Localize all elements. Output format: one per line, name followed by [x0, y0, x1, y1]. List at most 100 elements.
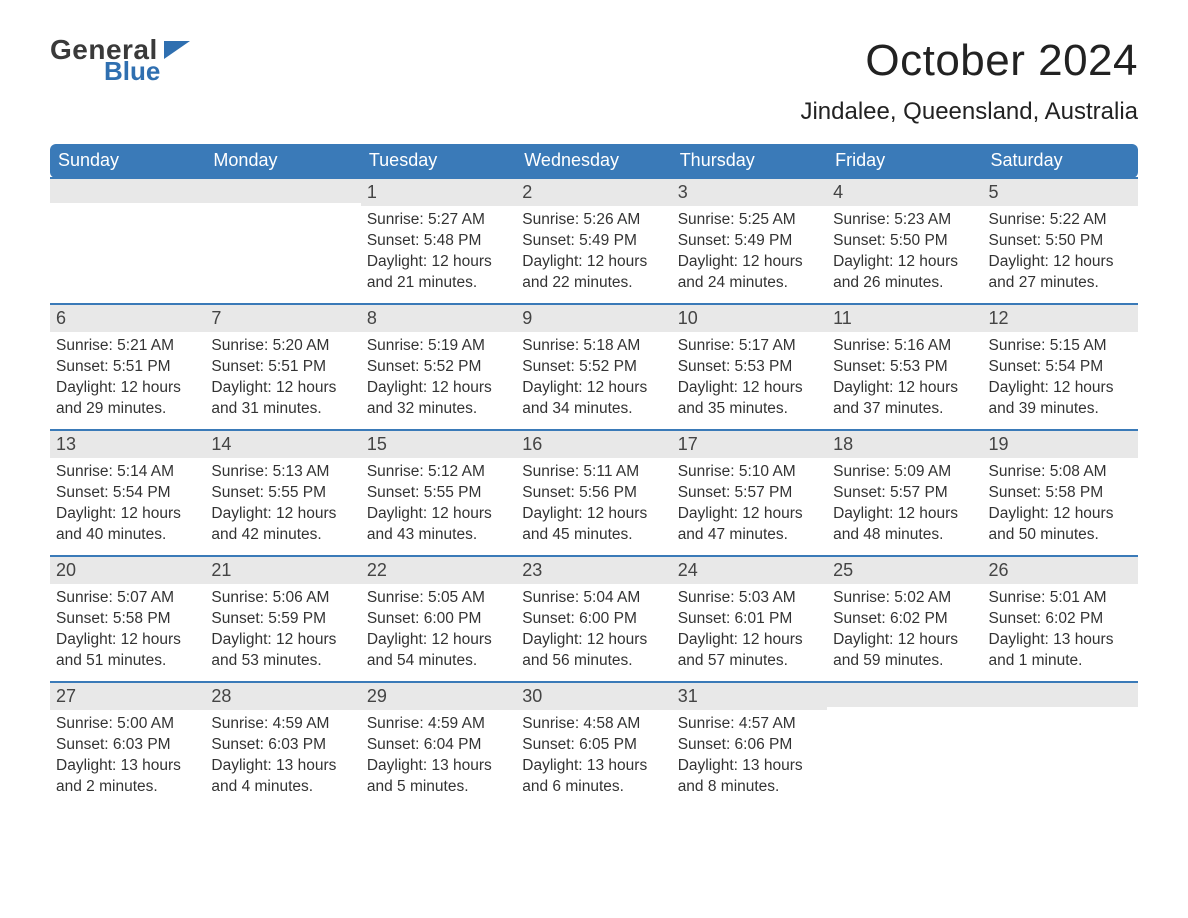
day-details: Sunrise: 4:58 AMSunset: 6:05 PMDaylight:…: [516, 710, 671, 802]
day-details: Sunrise: 5:14 AMSunset: 5:54 PMDaylight:…: [50, 458, 205, 550]
calendar-cell: [827, 682, 982, 808]
day-number: 27: [50, 683, 205, 710]
empty-day-header: [827, 683, 982, 707]
calendar-cell: 28Sunrise: 4:59 AMSunset: 6:03 PMDayligh…: [205, 682, 360, 808]
calendar-cell: 9Sunrise: 5:18 AMSunset: 5:52 PMDaylight…: [516, 304, 671, 430]
month-title: October 2024: [800, 36, 1138, 86]
daylight-line: Daylight: 12 hours and 27 minutes.: [989, 252, 1132, 294]
daylight-line: Daylight: 12 hours and 29 minutes.: [56, 378, 199, 420]
daylight-line: Daylight: 12 hours and 57 minutes.: [678, 630, 821, 672]
sunset-line: Sunset: 6:01 PM: [678, 609, 821, 630]
day-details: Sunrise: 5:13 AMSunset: 5:55 PMDaylight:…: [205, 458, 360, 550]
sunrise-line: Sunrise: 4:57 AM: [678, 714, 821, 735]
day-number: 26: [983, 557, 1138, 584]
day-number: 6: [50, 305, 205, 332]
calendar-cell: 22Sunrise: 5:05 AMSunset: 6:00 PMDayligh…: [361, 556, 516, 682]
sunrise-line: Sunrise: 5:04 AM: [522, 588, 665, 609]
daylight-line: Daylight: 12 hours and 47 minutes.: [678, 504, 821, 546]
daylight-line: Daylight: 12 hours and 53 minutes.: [211, 630, 354, 672]
sunrise-line: Sunrise: 5:26 AM: [522, 210, 665, 231]
day-details: Sunrise: 5:12 AMSunset: 5:55 PMDaylight:…: [361, 458, 516, 550]
calendar-cell: 23Sunrise: 5:04 AMSunset: 6:00 PMDayligh…: [516, 556, 671, 682]
day-details: Sunrise: 5:21 AMSunset: 5:51 PMDaylight:…: [50, 332, 205, 424]
day-number: 2: [516, 179, 671, 206]
sunset-line: Sunset: 6:05 PM: [522, 735, 665, 756]
day-details: Sunrise: 5:22 AMSunset: 5:50 PMDaylight:…: [983, 206, 1138, 298]
calendar-header-row: SundayMondayTuesdayWednesdayThursdayFrid…: [50, 144, 1138, 178]
day-details: Sunrise: 5:00 AMSunset: 6:03 PMDaylight:…: [50, 710, 205, 802]
calendar-week: 20Sunrise: 5:07 AMSunset: 5:58 PMDayligh…: [50, 556, 1138, 682]
empty-day-header: [205, 179, 360, 203]
calendar-cell: 6Sunrise: 5:21 AMSunset: 5:51 PMDaylight…: [50, 304, 205, 430]
column-header: Monday: [205, 144, 360, 178]
sunset-line: Sunset: 5:59 PM: [211, 609, 354, 630]
daylight-line: Daylight: 12 hours and 32 minutes.: [367, 378, 510, 420]
calendar-table: SundayMondayTuesdayWednesdayThursdayFrid…: [50, 144, 1138, 808]
sunrise-line: Sunrise: 5:17 AM: [678, 336, 821, 357]
sunset-line: Sunset: 5:51 PM: [211, 357, 354, 378]
day-details: Sunrise: 5:10 AMSunset: 5:57 PMDaylight:…: [672, 458, 827, 550]
calendar-cell: 21Sunrise: 5:06 AMSunset: 5:59 PMDayligh…: [205, 556, 360, 682]
calendar-page: General Blue October 2024 Jindalee, Quee…: [0, 0, 1188, 838]
day-number: 8: [361, 305, 516, 332]
sunset-line: Sunset: 5:58 PM: [56, 609, 199, 630]
calendar-cell: 30Sunrise: 4:58 AMSunset: 6:05 PMDayligh…: [516, 682, 671, 808]
day-details: Sunrise: 5:02 AMSunset: 6:02 PMDaylight:…: [827, 584, 982, 676]
logo-flag-icon: [164, 41, 190, 61]
calendar-cell: 14Sunrise: 5:13 AMSunset: 5:55 PMDayligh…: [205, 430, 360, 556]
sunset-line: Sunset: 5:48 PM: [367, 231, 510, 252]
sunset-line: Sunset: 6:00 PM: [522, 609, 665, 630]
sunset-line: Sunset: 5:49 PM: [678, 231, 821, 252]
day-number: 14: [205, 431, 360, 458]
sunrise-line: Sunrise: 5:14 AM: [56, 462, 199, 483]
sunrise-line: Sunrise: 5:01 AM: [989, 588, 1132, 609]
day-details: Sunrise: 5:18 AMSunset: 5:52 PMDaylight:…: [516, 332, 671, 424]
column-header: Tuesday: [361, 144, 516, 178]
sunrise-line: Sunrise: 5:11 AM: [522, 462, 665, 483]
sunset-line: Sunset: 5:54 PM: [56, 483, 199, 504]
sunset-line: Sunset: 5:56 PM: [522, 483, 665, 504]
calendar-cell: 26Sunrise: 5:01 AMSunset: 6:02 PMDayligh…: [983, 556, 1138, 682]
empty-day-header: [50, 179, 205, 203]
column-header: Thursday: [672, 144, 827, 178]
day-details: Sunrise: 5:07 AMSunset: 5:58 PMDaylight:…: [50, 584, 205, 676]
sunrise-line: Sunrise: 5:07 AM: [56, 588, 199, 609]
day-details: Sunrise: 5:05 AMSunset: 6:00 PMDaylight:…: [361, 584, 516, 676]
sunset-line: Sunset: 5:52 PM: [522, 357, 665, 378]
column-header: Saturday: [983, 144, 1138, 178]
day-number: 15: [361, 431, 516, 458]
calendar-cell: 4Sunrise: 5:23 AMSunset: 5:50 PMDaylight…: [827, 178, 982, 304]
day-number: 30: [516, 683, 671, 710]
sunrise-line: Sunrise: 5:15 AM: [989, 336, 1132, 357]
day-details: Sunrise: 5:03 AMSunset: 6:01 PMDaylight:…: [672, 584, 827, 676]
calendar-cell: 31Sunrise: 4:57 AMSunset: 6:06 PMDayligh…: [672, 682, 827, 808]
day-number: 29: [361, 683, 516, 710]
empty-day-header: [983, 683, 1138, 707]
sunrise-line: Sunrise: 5:21 AM: [56, 336, 199, 357]
daylight-line: Daylight: 12 hours and 50 minutes.: [989, 504, 1132, 546]
daylight-line: Daylight: 12 hours and 43 minutes.: [367, 504, 510, 546]
day-details: Sunrise: 5:15 AMSunset: 5:54 PMDaylight:…: [983, 332, 1138, 424]
calendar-week: 6Sunrise: 5:21 AMSunset: 5:51 PMDaylight…: [50, 304, 1138, 430]
day-number: 23: [516, 557, 671, 584]
day-number: 9: [516, 305, 671, 332]
day-number: 22: [361, 557, 516, 584]
sunset-line: Sunset: 5:54 PM: [989, 357, 1132, 378]
daylight-line: Daylight: 12 hours and 54 minutes.: [367, 630, 510, 672]
daylight-line: Daylight: 13 hours and 6 minutes.: [522, 756, 665, 798]
sunset-line: Sunset: 5:50 PM: [989, 231, 1132, 252]
sunset-line: Sunset: 5:52 PM: [367, 357, 510, 378]
calendar-cell: 18Sunrise: 5:09 AMSunset: 5:57 PMDayligh…: [827, 430, 982, 556]
column-header: Sunday: [50, 144, 205, 178]
day-details: Sunrise: 5:04 AMSunset: 6:00 PMDaylight:…: [516, 584, 671, 676]
sunrise-line: Sunrise: 5:00 AM: [56, 714, 199, 735]
sunset-line: Sunset: 6:03 PM: [211, 735, 354, 756]
daylight-line: Daylight: 12 hours and 59 minutes.: [833, 630, 976, 672]
calendar-cell: 3Sunrise: 5:25 AMSunset: 5:49 PMDaylight…: [672, 178, 827, 304]
calendar-cell: [983, 682, 1138, 808]
calendar-cell: 1Sunrise: 5:27 AMSunset: 5:48 PMDaylight…: [361, 178, 516, 304]
day-details: Sunrise: 5:27 AMSunset: 5:48 PMDaylight:…: [361, 206, 516, 298]
daylight-line: Daylight: 12 hours and 24 minutes.: [678, 252, 821, 294]
sunrise-line: Sunrise: 5:19 AM: [367, 336, 510, 357]
daylight-line: Daylight: 13 hours and 8 minutes.: [678, 756, 821, 798]
